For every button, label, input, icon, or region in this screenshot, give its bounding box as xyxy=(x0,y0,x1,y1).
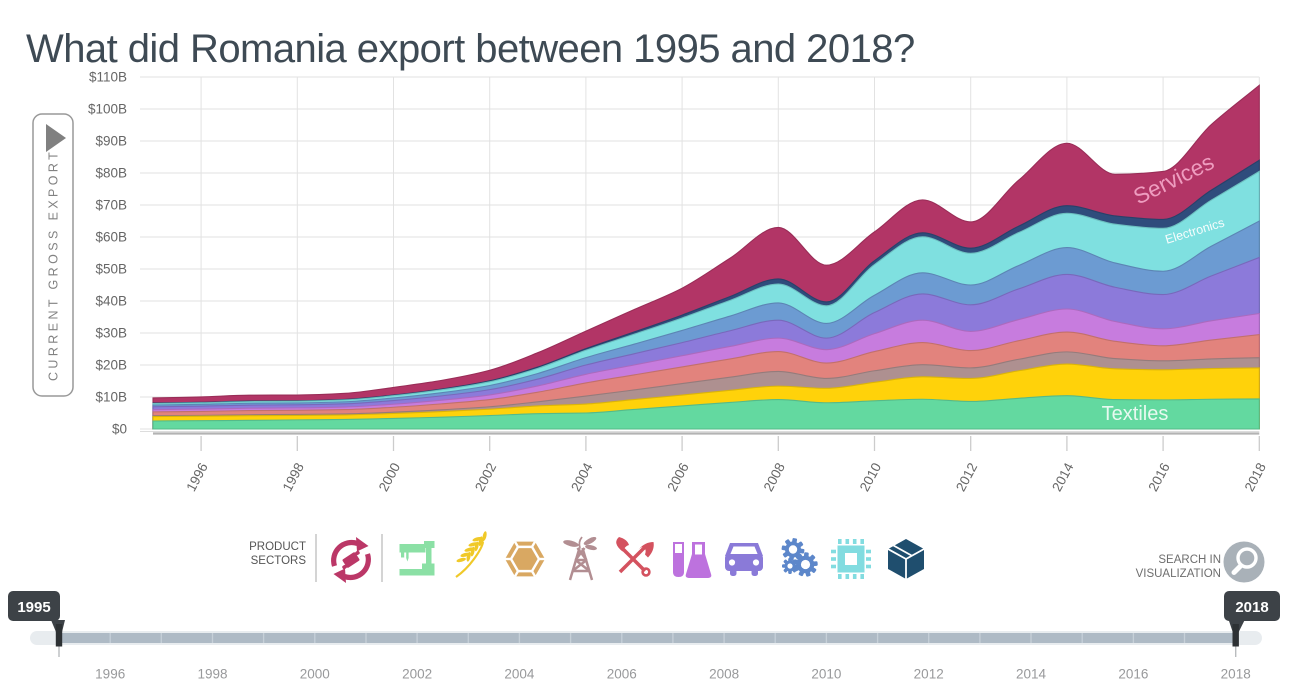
svg-text:SECTORS: SECTORS xyxy=(251,555,307,567)
svg-text:1995: 1995 xyxy=(17,599,50,616)
svg-text:2012: 2012 xyxy=(914,667,944,682)
svg-text:$110B: $110B xyxy=(89,70,127,85)
svg-text:$40B: $40B xyxy=(95,294,127,309)
svg-text:$50B: $50B xyxy=(95,262,127,277)
svg-text:Textiles: Textiles xyxy=(1102,403,1169,425)
svg-text:What did Romania export betwee: What did Romania export between 1995 and… xyxy=(26,27,915,71)
svg-text:$100B: $100B xyxy=(88,102,127,117)
svg-text:$10B: $10B xyxy=(95,390,127,405)
svg-text:1996: 1996 xyxy=(95,667,125,682)
svg-text:2010: 2010 xyxy=(811,667,841,682)
svg-text:$20B: $20B xyxy=(95,358,127,373)
svg-text:CURRENT GROSS EXPORT: CURRENT GROSS EXPORT xyxy=(47,149,61,381)
svg-text:2000: 2000 xyxy=(300,667,330,682)
svg-text:$0: $0 xyxy=(112,422,127,437)
svg-text:2018: 2018 xyxy=(1235,599,1268,616)
svg-text:2008: 2008 xyxy=(709,667,739,682)
svg-text:2006: 2006 xyxy=(607,667,637,682)
svg-text:$90B: $90B xyxy=(95,134,127,149)
svg-text:VISUALIZATION: VISUALIZATION xyxy=(1136,568,1221,580)
svg-text:$70B: $70B xyxy=(95,198,127,213)
svg-text:$30B: $30B xyxy=(95,326,127,341)
svg-text:2018: 2018 xyxy=(1221,667,1251,682)
svg-text:$60B: $60B xyxy=(95,230,127,245)
svg-text:2004: 2004 xyxy=(504,667,535,682)
svg-text:1998: 1998 xyxy=(197,667,227,682)
svg-text:2016: 2016 xyxy=(1118,667,1148,682)
svg-text:SEARCH IN: SEARCH IN xyxy=(1158,554,1221,566)
svg-text:PRODUCT: PRODUCT xyxy=(249,541,306,553)
svg-text:2014: 2014 xyxy=(1016,667,1047,682)
svg-text:2002: 2002 xyxy=(402,667,432,682)
svg-text:$80B: $80B xyxy=(95,166,127,181)
